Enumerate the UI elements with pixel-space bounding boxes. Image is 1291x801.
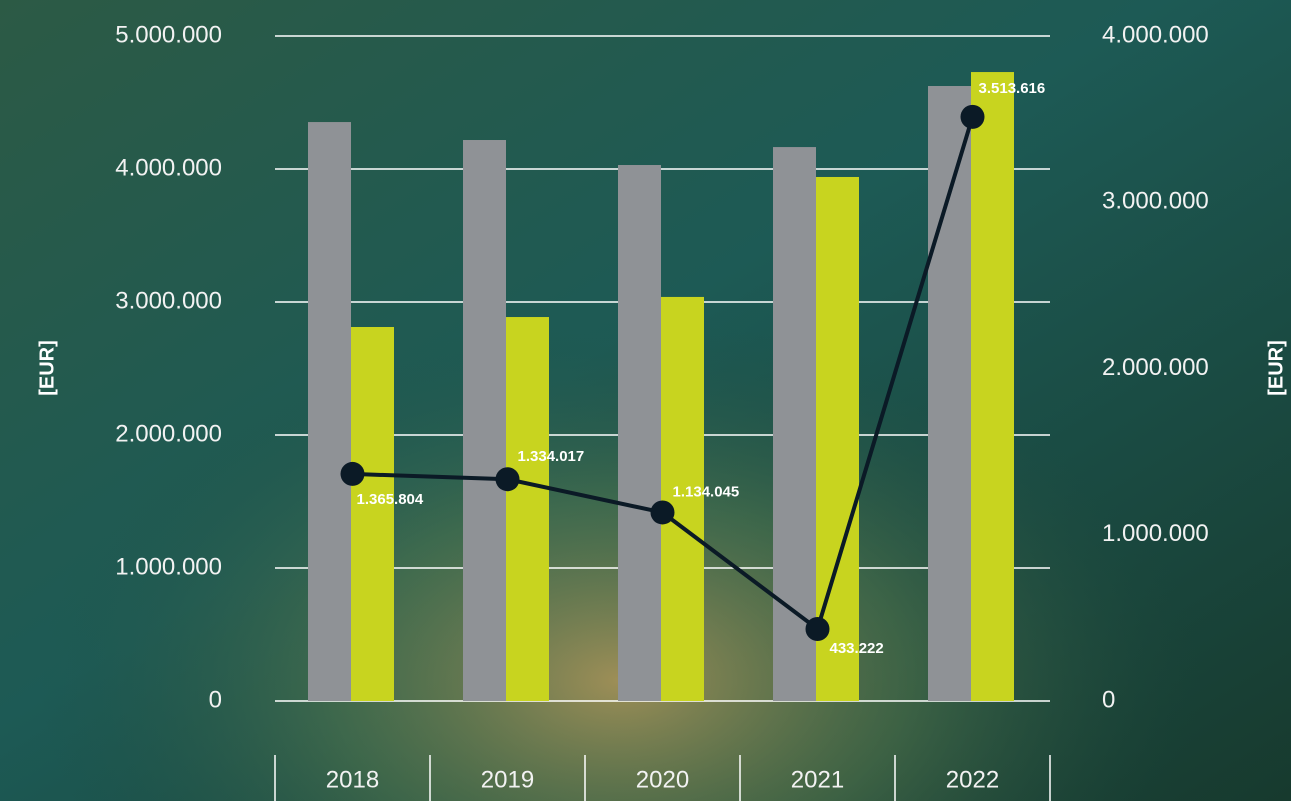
line-point: [960, 104, 985, 129]
x-tick-label: 2020: [636, 766, 689, 793]
bar: [351, 327, 394, 701]
bar: [506, 317, 549, 701]
x-tick-label: 2019: [481, 766, 534, 793]
y-tick-label: 5.000.000: [115, 21, 222, 48]
y2-tick-label: 3.000.000: [1102, 188, 1209, 215]
data-label: 3.513.616: [979, 80, 1046, 97]
data-label: 1.365.804: [357, 491, 424, 508]
data-label: 433.222: [830, 640, 884, 657]
y-tick-label: 4.000.000: [115, 154, 222, 181]
y2-tick-label: 1.000.000: [1102, 520, 1209, 547]
bar: [928, 86, 971, 702]
line-point: [340, 461, 365, 486]
line-point: [805, 616, 830, 641]
bar: [463, 140, 506, 702]
y2-axis-label: [EUR]: [1265, 340, 1287, 396]
y2-tick-label: 4.000.000: [1102, 21, 1209, 48]
bar: [773, 147, 816, 701]
line-point: [650, 500, 675, 525]
y2-tick-label: 2.000.000: [1102, 354, 1209, 381]
bar: [661, 296, 704, 701]
y2-tick-label: 0: [1102, 686, 1115, 713]
y-tick-label: 0: [209, 686, 222, 713]
x-tick-label: 2021: [791, 766, 844, 793]
x-tick-label: 2022: [946, 766, 999, 793]
x-tick-label: 2018: [326, 766, 379, 793]
bar: [618, 165, 661, 701]
data-label: 1.134.045: [673, 483, 740, 500]
data-label: 1.334.017: [518, 448, 585, 465]
y-tick-label: 2.000.000: [115, 420, 222, 447]
bar: [971, 72, 1014, 702]
y-tick-label: 3.000.000: [115, 287, 222, 314]
y-axis-label: [EUR]: [36, 340, 58, 396]
line-point: [495, 467, 520, 492]
bar: [308, 122, 351, 701]
y-tick-label: 1.000.000: [115, 553, 222, 580]
